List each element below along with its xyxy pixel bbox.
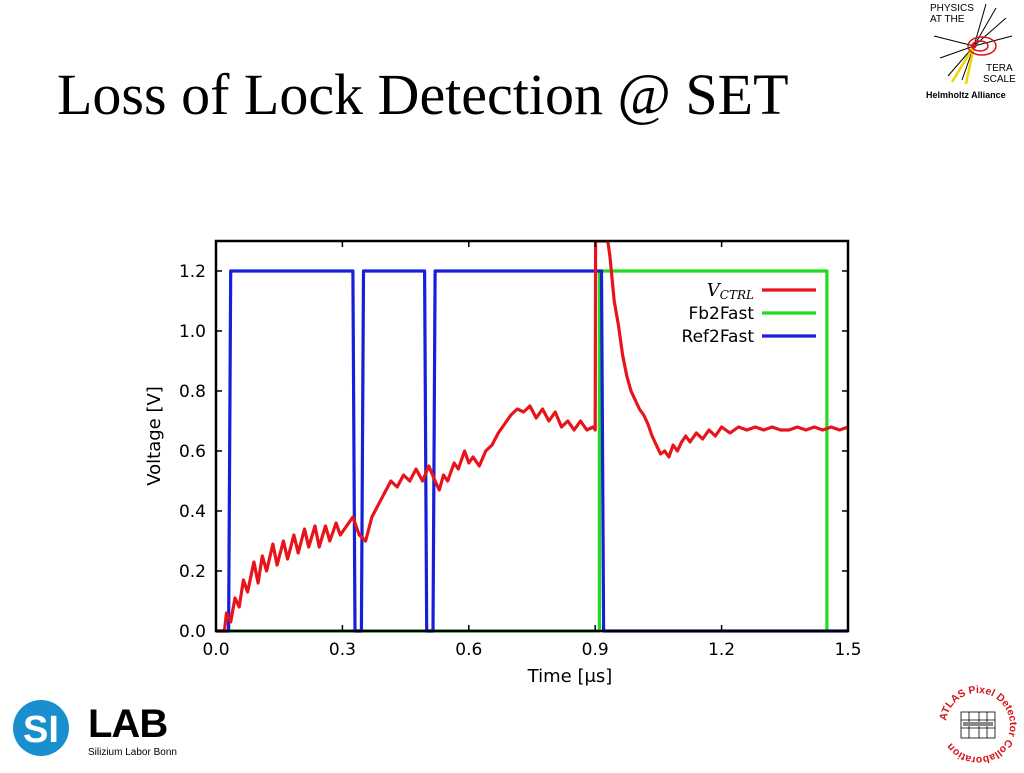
x-tick-label: 1.5 bbox=[834, 640, 860, 660]
y-tick-label: 0.8 bbox=[179, 382, 206, 402]
atlas-pixel-seal-icon: ATLAS Pixel Detector Collaboration bbox=[937, 684, 1019, 766]
chart-svg: 0.0 0.3 0.6 0.9 1.2 1.50.00.20.40.60.81.01.2 … bbox=[144, 239, 860, 687]
logo-text-tera: TERA bbox=[986, 63, 1013, 74]
atlas-pixel-logo: ATLAS Pixel Detector Collaboration bbox=[935, 682, 1021, 768]
terascale-burst-icon bbox=[933, 3, 1013, 85]
silab-name: LAB bbox=[88, 702, 168, 746]
voltage-time-chart: 0.0 0.3 0.6 0.9 1.2 1.5 0.0 0.2 0.4 0.6 0.8 1.0 1.2 … bbox=[140, 236, 860, 696]
y-tick-label: 1.2 bbox=[179, 262, 206, 282]
logo-text-scale: SCALE bbox=[983, 74, 1016, 85]
logo-text-at-the: AT THE bbox=[930, 14, 965, 25]
y-tick-label: 0.6 bbox=[179, 442, 206, 462]
plot-frame bbox=[214, 239, 850, 633]
x-tick-label: 1.2 bbox=[708, 640, 735, 660]
y-tick-label: 1.0 bbox=[179, 322, 206, 342]
silab-mark: SI bbox=[23, 709, 59, 751]
series-line-v-ctrl bbox=[216, 242, 848, 633]
x-tick-label: 0.0 bbox=[202, 640, 229, 660]
slide-title: Loss of Lock Detection @ SET bbox=[57, 62, 789, 127]
legend-label: Fb2Fast bbox=[688, 304, 754, 324]
x-tick-label: 0.6 bbox=[455, 640, 482, 660]
physics-at-the-terascale-logo: PHYSICS AT THE TERA SCALE Helmholtz Alli… bbox=[926, 0, 1020, 104]
y-tick-label: 0.0 bbox=[179, 622, 206, 642]
y-axis-label: Voltage [V] bbox=[144, 386, 165, 486]
x-tick-label: 0.3 bbox=[329, 640, 356, 660]
y-tick-label: 0.4 bbox=[179, 502, 206, 522]
series-line-fb2fast bbox=[216, 269, 829, 633]
x-axis-label: Time [μs] bbox=[527, 666, 613, 687]
legend-label: VCTRL bbox=[707, 280, 754, 302]
logo-text-helmholtz: Helmholtz Alliance bbox=[926, 90, 1006, 100]
series-line-ref2fast bbox=[216, 269, 848, 633]
silab-circle-icon: SI bbox=[13, 700, 69, 756]
legend-label: Ref2Fast bbox=[682, 327, 755, 347]
silab-subtitle: Silizium Labor Bonn bbox=[88, 747, 177, 758]
x-tick-label: 0.9 bbox=[582, 640, 609, 660]
silab-logo: SI LAB Silizium Labor Bonn bbox=[8, 698, 180, 762]
y-tick-label: 0.2 bbox=[179, 562, 206, 582]
logo-text-physics: PHYSICS bbox=[930, 3, 974, 14]
